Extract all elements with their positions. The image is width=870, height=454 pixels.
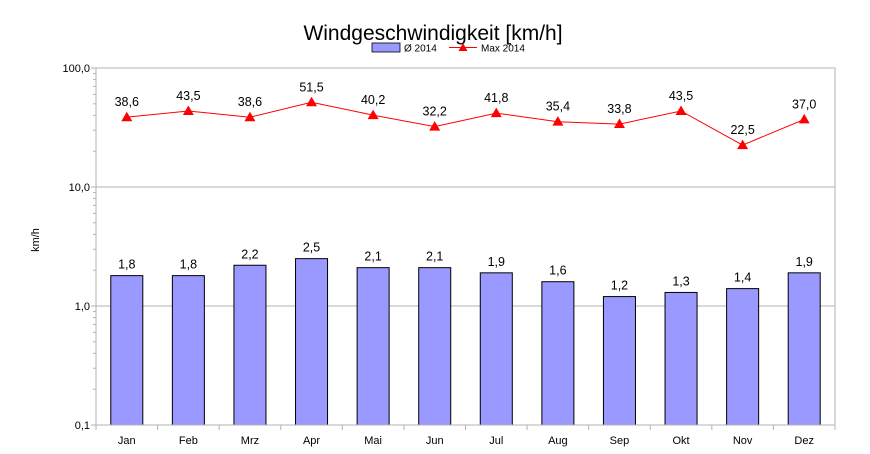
bar-value-label: 1,9 [796, 255, 813, 269]
max-marker [121, 111, 133, 122]
max-value-label: 32,2 [423, 105, 447, 119]
legend-label-max: Max 2014 [481, 44, 525, 55]
x-tick-label: Jul [489, 435, 503, 447]
max-value-label: 43,5 [176, 89, 200, 103]
x-tick-label: Jan [118, 435, 136, 447]
x-tick-label: Aug [548, 435, 568, 447]
max-value-label: 40,2 [361, 93, 385, 107]
legend-marker-max [458, 43, 468, 51]
bar [664, 291, 698, 426]
bar-value-label: 1,3 [672, 274, 689, 288]
x-axis: Jan Feb Mrz Apr Mai Jun Jul Aug Sep Okt Nov Dez [95, 425, 836, 447]
x-tick-label: Okt [672, 435, 689, 447]
bar-series [110, 258, 821, 426]
max-value-label: 33,8 [607, 102, 631, 116]
bar [479, 272, 513, 426]
bar-value-label: 1,4 [734, 271, 751, 285]
bar-value-label: 2,5 [303, 241, 320, 255]
bar [171, 275, 205, 426]
max-marker [244, 111, 256, 122]
x-tick-label: Feb [179, 435, 198, 447]
max-marker [306, 96, 318, 107]
grid [96, 186, 835, 307]
max-value-label: 41,8 [484, 91, 508, 105]
bar-data-labels: 1,8 1,8 2,2 2,5 2,1 2,1 1,9 1,6 1,2 1,3 1,4 1,9 [118, 241, 813, 293]
chart-title: Windgeschwindigkeit [km/h] [303, 22, 562, 45]
bar [541, 281, 575, 426]
plot-frame [95, 67, 836, 426]
bar-value-label: 1,8 [118, 258, 135, 272]
bar-value-label: 1,8 [180, 258, 197, 272]
max-value-label: 35,4 [546, 100, 570, 114]
max-marker [367, 109, 379, 120]
bar [295, 258, 329, 426]
line-series [121, 96, 810, 150]
x-tick-label: Dez [794, 435, 814, 447]
max-value-label: 38,6 [238, 95, 262, 109]
legend-swatch-avg [371, 42, 401, 53]
bar-value-label: 1,6 [549, 264, 566, 278]
max-marker [552, 116, 564, 126]
max-marker [490, 107, 502, 118]
max-value-label: 38,6 [115, 95, 139, 109]
x-tick-label: Mrz [241, 435, 259, 447]
y-axis-label: km/h [30, 228, 42, 252]
max-value-label: 37,0 [792, 97, 816, 111]
bar-value-label: 2,2 [241, 247, 258, 261]
x-tick-label: Sep [610, 435, 630, 447]
bar [418, 267, 452, 426]
x-tick-label: Mai [364, 435, 382, 447]
x-tick-label: Nov [733, 435, 753, 447]
y-axis: 0,1 1,0 10,0 100,0 [62, 63, 96, 432]
max-value-label: 22,5 [730, 123, 754, 137]
bar [726, 288, 760, 426]
max-marker [798, 113, 810, 124]
legend-label-avg: Ø 2014 [404, 44, 437, 55]
bar-value-label: 2,1 [426, 250, 443, 264]
bar-value-label: 1,2 [611, 279, 628, 293]
y-tick-label: 100,0 [62, 63, 90, 75]
max-marker [737, 139, 749, 150]
bar [110, 275, 144, 426]
max-marker [675, 105, 687, 116]
bar [233, 264, 267, 426]
legend: Ø 2014 Max 2014 [371, 42, 525, 55]
bar-value-label: 1,9 [488, 255, 505, 269]
max-line [126, 101, 805, 146]
bar [602, 296, 636, 426]
y-tick-label: 10,0 [69, 182, 90, 194]
y-tick-label: 1,0 [75, 301, 90, 313]
max-marker [182, 105, 194, 116]
max-marker [613, 118, 625, 129]
max-value-label: 43,5 [669, 89, 693, 103]
x-tick-label: Jun [426, 435, 444, 447]
y-tick-label: 0,1 [75, 420, 90, 432]
x-tick-label: Apr [303, 435, 320, 447]
max-value-label: 51,5 [299, 80, 323, 94]
bar-value-label: 2,1 [364, 250, 381, 264]
bar [787, 272, 821, 426]
max-marker [429, 121, 441, 131]
line-data-labels: 38,6 43,5 38,6 51,5 40,2 32,2 41,8 35,4 33,8 43,5… [115, 80, 817, 137]
bar [356, 267, 390, 426]
